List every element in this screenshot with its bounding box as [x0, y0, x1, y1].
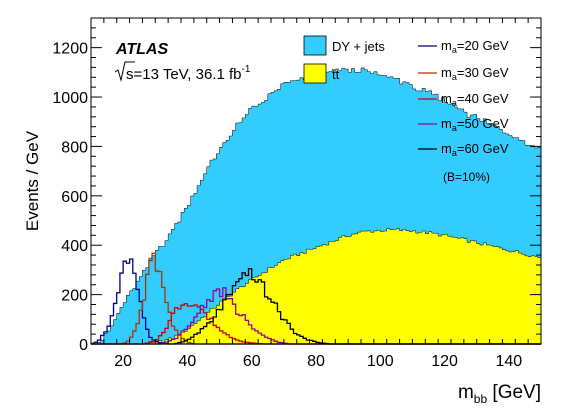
x-tick-label: 60 — [243, 353, 261, 370]
branching-ratio-note: (B=10%) — [443, 170, 490, 184]
plot-frame — [90, 17, 542, 345]
legend-label-ma20: ma=20 GeV — [441, 38, 509, 55]
y-axis-title: Events / GeV — [23, 130, 42, 231]
legend-label-dy: DY + jets — [332, 39, 385, 54]
legend-right: ma=20 GeV ma=30 GeV ma=40 GeV ma=50 GeV … — [418, 38, 509, 184]
y-tick-label: 0 — [79, 337, 88, 354]
x-tick-label: 40 — [179, 353, 197, 370]
svg-text:s=13 TeV, 36.1 fb-1: s=13 TeV, 36.1 fb-1 — [126, 64, 251, 83]
x-tick-label: 140 — [496, 353, 523, 370]
sqrt-icon — [114, 61, 135, 82]
legend-label-ma40: ma=40 GeV — [441, 91, 509, 108]
x-axis-title: mbb [GeV] — [458, 382, 541, 406]
y-tick-label: 1000 — [52, 90, 88, 107]
x-tick-label: 20 — [114, 353, 132, 370]
legend-label-ttbar: tt̄ — [332, 67, 340, 82]
legend-swatch-dy — [303, 35, 327, 56]
energy-lumi-label: s=13 TeV, 36.1 fb-1 — [114, 61, 251, 83]
axis-ticks: 20 40 60 80 100 120 140 0 200 400 600 800 1000 1200 — [52, 17, 542, 370]
legend-label-ma30: ma=30 GeV — [441, 65, 509, 82]
x-tick-label: 100 — [367, 353, 394, 370]
legend-label-ma60: ma=60 GeV — [441, 141, 509, 158]
x-tick-label: 80 — [307, 353, 325, 370]
legend-label-ma50: ma=50 GeV — [441, 116, 509, 133]
background-stack-layer — [91, 67, 542, 345]
y-tick-label: 600 — [61, 189, 88, 206]
y-tick-label: 1200 — [52, 41, 88, 58]
y-tick-label: 400 — [61, 238, 88, 255]
atlas-label: ATLAS — [115, 41, 168, 58]
ttbar-histogram — [91, 228, 542, 345]
y-tick-label: 800 — [61, 139, 88, 156]
legend-left: DY + jets tt̄ — [303, 35, 385, 84]
x-tick-label: 120 — [431, 353, 458, 370]
legend-swatch-ttbar — [303, 63, 327, 84]
y-tick-label: 200 — [61, 288, 88, 305]
